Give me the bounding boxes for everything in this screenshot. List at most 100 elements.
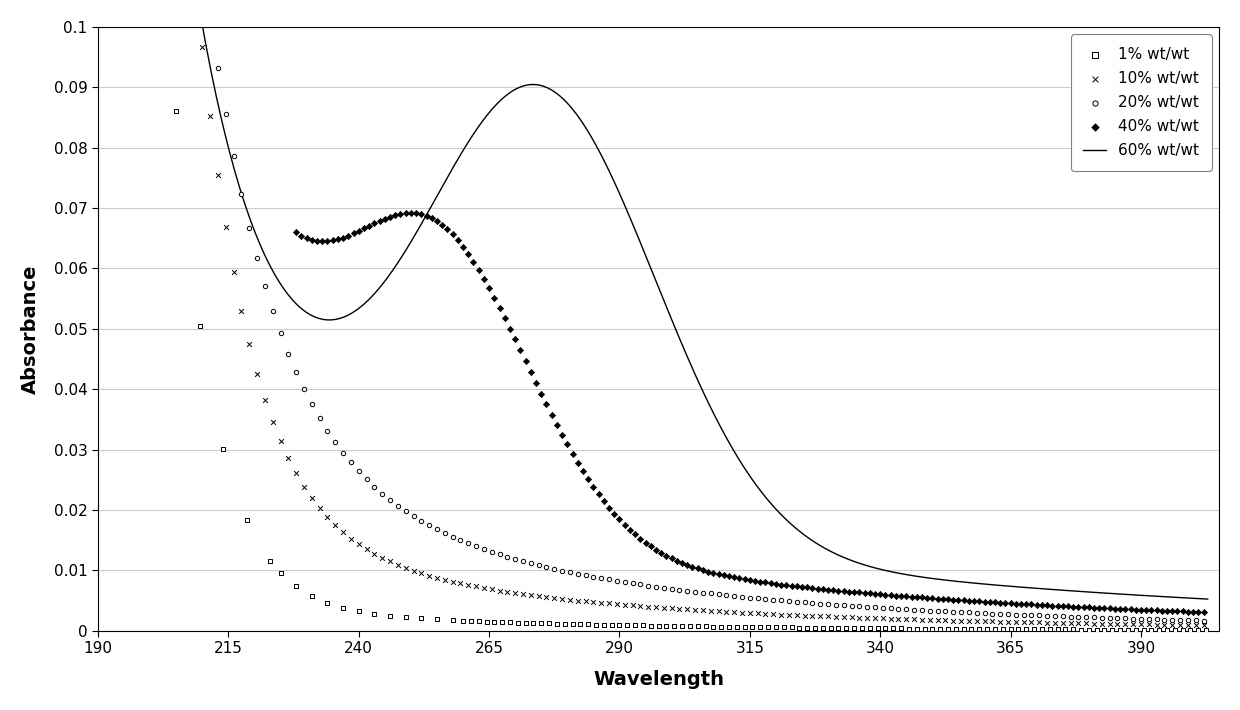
10% wt/wt — [474, 582, 494, 594]
20% wt/wt — [1162, 614, 1182, 626]
40% wt/wt — [1121, 604, 1141, 615]
10% wt/wt — [505, 587, 525, 599]
1% wt/wt — [1157, 624, 1177, 635]
10% wt/wt — [365, 548, 384, 559]
20% wt/wt — [270, 327, 290, 339]
10% wt/wt — [575, 596, 595, 607]
20% wt/wt — [998, 608, 1018, 620]
20% wt/wt — [615, 577, 635, 588]
40% wt/wt — [599, 502, 619, 513]
X-axis label: Wavelength: Wavelength — [593, 670, 724, 689]
40% wt/wt — [343, 228, 363, 239]
1% wt/wt — [672, 621, 692, 632]
10% wt/wt — [873, 613, 893, 624]
10% wt/wt — [568, 595, 588, 606]
40% wt/wt — [781, 580, 801, 591]
1% wt/wt — [696, 621, 715, 632]
20% wt/wt — [348, 466, 368, 477]
20% wt/wt — [443, 531, 463, 542]
20% wt/wt — [1084, 612, 1104, 623]
60% wt/wt — [250, 236, 265, 244]
20% wt/wt — [599, 574, 619, 585]
10% wt/wt — [200, 110, 219, 121]
40% wt/wt — [740, 574, 760, 586]
1% wt/wt — [688, 621, 708, 632]
40% wt/wt — [1084, 602, 1104, 613]
1% wt/wt — [766, 622, 786, 633]
1% wt/wt — [1110, 624, 1130, 635]
1% wt/wt — [1001, 623, 1021, 635]
1% wt/wt — [641, 620, 661, 631]
1% wt/wt — [727, 621, 746, 633]
1% wt/wt — [1063, 624, 1083, 635]
1% wt/wt — [166, 106, 186, 117]
Y-axis label: Absorbance: Absorbance — [21, 264, 40, 393]
40% wt/wt — [511, 344, 531, 356]
40% wt/wt — [433, 219, 453, 231]
40% wt/wt — [500, 323, 520, 334]
20% wt/wt — [928, 605, 947, 616]
40% wt/wt — [859, 588, 879, 599]
10% wt/wt — [263, 416, 283, 427]
1% wt/wt — [915, 623, 935, 634]
10% wt/wt — [959, 616, 978, 627]
1% wt/wt — [516, 617, 536, 628]
20% wt/wt — [341, 457, 361, 468]
20% wt/wt — [450, 535, 470, 546]
1% wt/wt — [1149, 624, 1169, 635]
40% wt/wt — [875, 589, 895, 601]
10% wt/wt — [544, 592, 564, 604]
40% wt/wt — [807, 583, 827, 594]
40% wt/wt — [526, 377, 546, 388]
40% wt/wt — [459, 248, 479, 260]
10% wt/wt — [904, 613, 924, 625]
1% wt/wt — [270, 567, 290, 579]
20% wt/wt — [1053, 611, 1073, 622]
10% wt/wt — [740, 607, 760, 618]
40% wt/wt — [1194, 606, 1214, 618]
1% wt/wt — [656, 620, 676, 631]
10% wt/wt — [317, 512, 337, 523]
1% wt/wt — [1180, 624, 1200, 635]
10% wt/wt — [677, 604, 697, 615]
10% wt/wt — [239, 339, 259, 350]
20% wt/wt — [944, 606, 963, 618]
40% wt/wt — [646, 544, 666, 555]
1% wt/wt — [508, 617, 528, 628]
10% wt/wt — [412, 567, 432, 579]
10% wt/wt — [396, 562, 415, 574]
40% wt/wt — [792, 581, 812, 593]
40% wt/wt — [1058, 601, 1078, 612]
40% wt/wt — [604, 508, 624, 520]
10% wt/wt — [1076, 618, 1096, 629]
20% wt/wt — [653, 582, 673, 594]
20% wt/wt — [1131, 613, 1151, 625]
40% wt/wt — [996, 597, 1016, 608]
40% wt/wt — [505, 334, 525, 345]
10% wt/wt — [787, 609, 807, 621]
40% wt/wt — [573, 466, 593, 477]
10% wt/wt — [301, 493, 321, 504]
1% wt/wt — [1095, 624, 1115, 635]
40% wt/wt — [443, 229, 463, 240]
10% wt/wt — [334, 527, 353, 538]
10% wt/wt — [223, 266, 243, 278]
20% wt/wt — [1194, 615, 1214, 626]
1% wt/wt — [923, 623, 942, 635]
40% wt/wt — [301, 234, 321, 246]
40% wt/wt — [348, 225, 368, 236]
40% wt/wt — [897, 591, 916, 602]
20% wt/wt — [388, 500, 408, 511]
1% wt/wt — [476, 616, 496, 628]
20% wt/wt — [630, 579, 650, 590]
1% wt/wt — [396, 611, 415, 623]
20% wt/wt — [263, 305, 283, 317]
20% wt/wt — [1076, 611, 1096, 623]
20% wt/wt — [412, 515, 432, 527]
20% wt/wt — [403, 510, 423, 522]
10% wt/wt — [247, 368, 267, 380]
1% wt/wt — [906, 623, 926, 634]
10% wt/wt — [818, 611, 838, 622]
40% wt/wt — [1126, 604, 1146, 616]
10% wt/wt — [717, 606, 737, 618]
